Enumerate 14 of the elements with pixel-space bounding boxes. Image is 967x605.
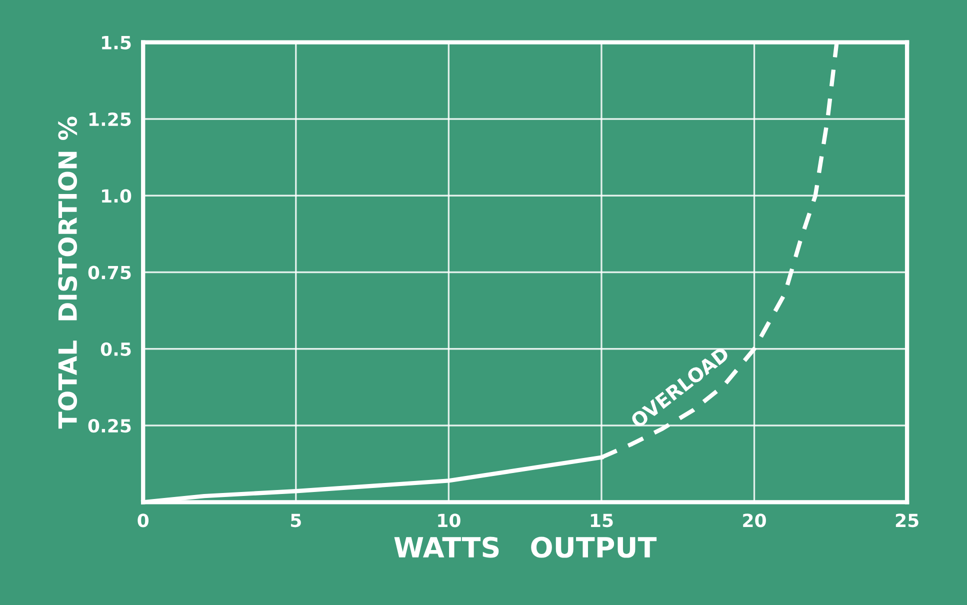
x-tick-label: 0	[138, 514, 149, 528]
x-tick-label: 5	[291, 514, 301, 528]
x-tick-label: 10	[438, 514, 460, 528]
y-tick-label: 1.0	[102, 189, 132, 203]
y-tick-label: 0.25	[88, 418, 131, 433]
y-tick-label: 1.25	[89, 112, 131, 126]
y-tick-label: 1.5	[102, 36, 131, 50]
x-tick-label: 20	[743, 514, 766, 528]
x-tick-label: 15	[590, 514, 613, 528]
x-tick-label: 25	[896, 514, 918, 528]
y-tick-label: 0.5	[100, 342, 131, 356]
y-tick-label: 0.75	[88, 266, 131, 280]
x-axis-title: WATTS OUTPUT	[394, 536, 657, 558]
y-axis-title: TOTAL DISTORTION %	[58, 116, 78, 429]
